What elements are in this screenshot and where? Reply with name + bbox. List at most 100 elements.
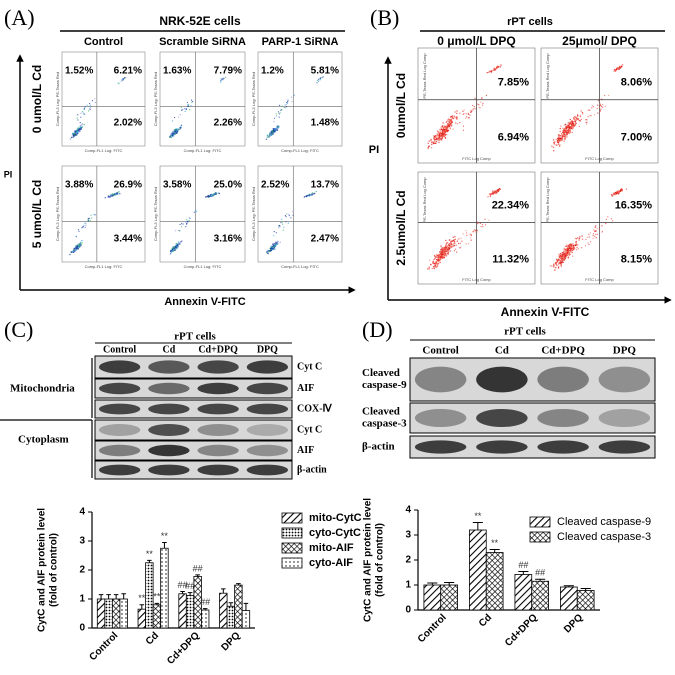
event-dot [450,120,453,122]
event-dot [293,94,295,96]
event-dot [273,231,275,233]
event-dot [447,119,449,121]
panel-label: (C) [4,317,33,342]
event-dot [83,123,85,126]
event-dot [484,224,487,226]
legend-label: mito-AIF [309,542,354,554]
event-dot [322,76,324,78]
event-dot [446,124,449,126]
blot-band [148,464,190,476]
event-dot [498,187,501,190]
event-dot [122,79,124,81]
event-dot [570,126,573,128]
event-dot [560,262,562,265]
panel-title: NRK-52E cells [159,14,241,28]
event-dot [569,118,571,121]
event-dot [310,193,312,196]
event-dot [597,112,599,114]
event-dot [438,134,441,136]
event-dot [436,135,438,137]
event-dot [560,252,562,255]
event-dot [205,196,207,199]
event-dot [73,247,75,250]
event-dot [75,236,78,238]
event-dot [441,136,444,138]
event-dot [436,255,438,257]
event-dot [481,97,483,99]
event-dot [446,133,448,136]
event-dot [578,239,580,241]
event-dot [174,116,176,119]
event-dot [443,246,445,249]
event-dot [593,106,595,108]
event-dot [459,247,461,249]
event-dot [267,252,269,255]
x-tick-label: Control [87,630,120,663]
event-dot [553,150,555,152]
event-dot [446,127,449,129]
event-dot [266,134,269,136]
event-dot [580,110,582,112]
event-dot [566,252,569,254]
event-dot [433,138,435,140]
y-tick-label: 2 [79,565,85,576]
event-dot [462,110,464,113]
event-dot [573,125,576,127]
event-dot [615,68,617,71]
error-bar [195,574,200,577]
event-dot [500,64,502,66]
event-dot [558,263,560,265]
quadrant-value: 26.9% [114,180,142,191]
band-label: caspase-9 [362,379,407,391]
event-dot [223,77,225,79]
event-dot [440,252,442,254]
event-dot [458,242,460,245]
event-dot [494,191,496,193]
event-dot [442,249,444,251]
event-dot [321,77,323,79]
event-dot [561,261,563,263]
event-dot [215,192,217,194]
bar [104,598,113,629]
event-dot [195,210,197,213]
plot-frame [159,165,246,263]
event-dot [555,267,557,269]
event-dot [181,240,183,242]
event-dot [429,259,431,261]
error-bar [106,594,111,599]
blot-band [98,424,141,436]
event-dot [562,251,565,253]
event-dot [557,259,560,262]
event-dot [607,216,609,218]
event-dot [470,239,472,241]
event-dot [591,107,593,109]
event-dot [190,105,192,107]
event-dot [79,124,82,127]
y-tick-label: 4 [79,507,85,518]
event-dot [171,132,173,134]
event-dot [266,250,268,253]
event-dot [551,265,553,267]
event-dot [181,223,183,225]
event-dot [275,241,277,243]
significance-mark: ** [161,531,169,541]
event-dot [558,145,561,147]
event-dot [563,259,565,261]
event-dot [286,106,288,108]
plot-axis-label: Comp-FL3 Log: PE-Texas Red [153,187,158,241]
event-dot [559,259,561,262]
legend-label: Cleaved caspase-9 [557,516,651,528]
event-dot [456,240,458,242]
event-dot [480,225,482,228]
event-dot [563,140,565,142]
event-dot [559,144,561,146]
event-dot [447,126,449,128]
significance-mark: ## [200,597,210,607]
event-dot [567,248,570,250]
event-dot [90,214,92,216]
event-dot [468,117,470,119]
event-dot [435,256,437,258]
event-dot [577,248,580,250]
event-dot [612,194,615,196]
event-dot [171,120,174,122]
